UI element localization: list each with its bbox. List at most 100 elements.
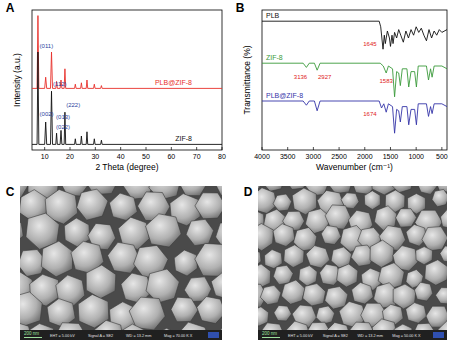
chart-panel: B4000350030002500200015001000500Wavenumb… — [236, 1, 448, 172]
data-group — [32, 16, 222, 145]
particle — [284, 245, 304, 268]
info-text: EHT = 5.00 kV — [50, 334, 75, 338]
x-tick-label: 3000 — [306, 153, 322, 160]
particle — [303, 284, 326, 306]
x-tick — [146, 147, 147, 150]
particle — [20, 218, 23, 244]
annotation: 2927 — [318, 74, 332, 80]
annotation: 1674 — [363, 111, 377, 117]
info-bar — [258, 330, 447, 340]
x-tick — [364, 147, 365, 150]
figure: A10203040506070802 Theta (degree)Intensi… — [0, 0, 453, 346]
particle — [20, 292, 42, 327]
sem-image: D200 nmEHT = 5.00 kVSignal A = SE2WD = 1… — [240, 168, 453, 346]
y-axis-title: Transmittance (%) — [242, 45, 252, 114]
info-text: Mag = 50.00 K X — [392, 334, 421, 338]
y-axis-title: Intensity (a.u.) — [12, 53, 22, 107]
particle — [258, 188, 277, 214]
particle — [146, 214, 182, 247]
data-group — [262, 21, 447, 133]
micrograph — [258, 186, 447, 340]
logo — [433, 332, 444, 338]
x-tick-label: 60 — [167, 153, 175, 160]
particle — [432, 189, 447, 206]
annotation: (011) — [40, 43, 54, 49]
particle — [425, 260, 447, 286]
particle — [197, 297, 222, 324]
plot-frame — [32, 10, 222, 150]
info-text: WD = 13.2 mm — [358, 334, 383, 338]
particle — [195, 243, 222, 276]
x-tick-label: 70 — [193, 153, 201, 160]
particle — [211, 272, 222, 299]
info-text: Mag = 70.00 K X — [164, 334, 193, 338]
scale-bar-label: 200 nm — [262, 331, 277, 336]
x-axis-title: Wavenumber (cm⁻¹) — [316, 162, 393, 172]
info-text: EHT = 5.00 kV — [288, 334, 313, 338]
x-tick-label: 80 — [218, 153, 226, 160]
background — [20, 186, 222, 340]
annotation: (002) — [40, 111, 54, 117]
particle — [352, 282, 374, 304]
x-tick-label: 500 — [436, 153, 448, 160]
particle — [109, 193, 137, 220]
x-tick-label: 40 — [117, 153, 125, 160]
scale-bar — [24, 337, 42, 338]
particle — [406, 224, 427, 246]
x-tick-label: 10 — [41, 153, 49, 160]
particle — [195, 193, 222, 219]
sem-image: C200 nmEHT = 5.00 kVSignal A = SE2WD = 1… — [0, 163, 257, 346]
x-tick-label: 1500 — [383, 153, 399, 160]
x-tick — [313, 147, 314, 150]
x-tick — [222, 147, 223, 150]
x-tick-label: 4000 — [254, 153, 270, 160]
panel-label: B — [236, 1, 245, 15]
particle — [86, 265, 116, 299]
annotation: 1583 — [380, 78, 394, 84]
particle — [364, 191, 380, 210]
panel-label: A — [6, 1, 15, 15]
panel-label: C — [6, 185, 15, 199]
x-tick — [416, 147, 417, 150]
x-tick — [95, 147, 96, 150]
series-label: PLB@ZIF-8 — [155, 79, 192, 86]
info-text: Signal A = SE2 — [323, 334, 348, 338]
x-tick-label: 30 — [91, 153, 99, 160]
annotation: (022) — [56, 124, 70, 130]
x-tick-label: 1000 — [408, 153, 424, 160]
particle — [316, 306, 335, 324]
series-line — [32, 52, 222, 144]
particle — [77, 189, 108, 220]
particle — [440, 246, 447, 262]
chart-panel: A10203040506070802 Theta (degree)Intensi… — [6, 1, 226, 172]
particle — [281, 280, 305, 304]
series-line — [32, 16, 222, 89]
scale-bar-label: 200 nm — [24, 331, 39, 336]
series-label: PLB@ZIF-8 — [266, 92, 303, 99]
particle — [174, 250, 197, 276]
particle — [273, 265, 293, 284]
particle — [416, 247, 433, 265]
logo — [208, 332, 219, 338]
x-tick-label: 2000 — [357, 153, 373, 160]
x-tick — [339, 147, 340, 150]
particle — [108, 242, 140, 273]
scale-bar — [262, 337, 280, 338]
particle — [436, 288, 448, 304]
series-line — [262, 101, 447, 133]
particle — [415, 282, 433, 301]
x-tick — [196, 147, 197, 150]
particle — [171, 297, 198, 322]
series-label: PLB — [266, 12, 280, 19]
annotation: 3136 — [294, 74, 308, 80]
x-tick-label: 20 — [66, 153, 74, 160]
annotation: 1645 — [363, 41, 377, 47]
micrograph — [20, 186, 222, 340]
annotation: (013) — [56, 114, 70, 120]
particle — [370, 240, 394, 267]
info-text: WD = 13.2 mm — [126, 334, 151, 338]
particle — [258, 224, 274, 251]
particle — [274, 305, 292, 321]
x-tick — [171, 147, 172, 150]
series-label: ZIF-8 — [175, 135, 192, 142]
